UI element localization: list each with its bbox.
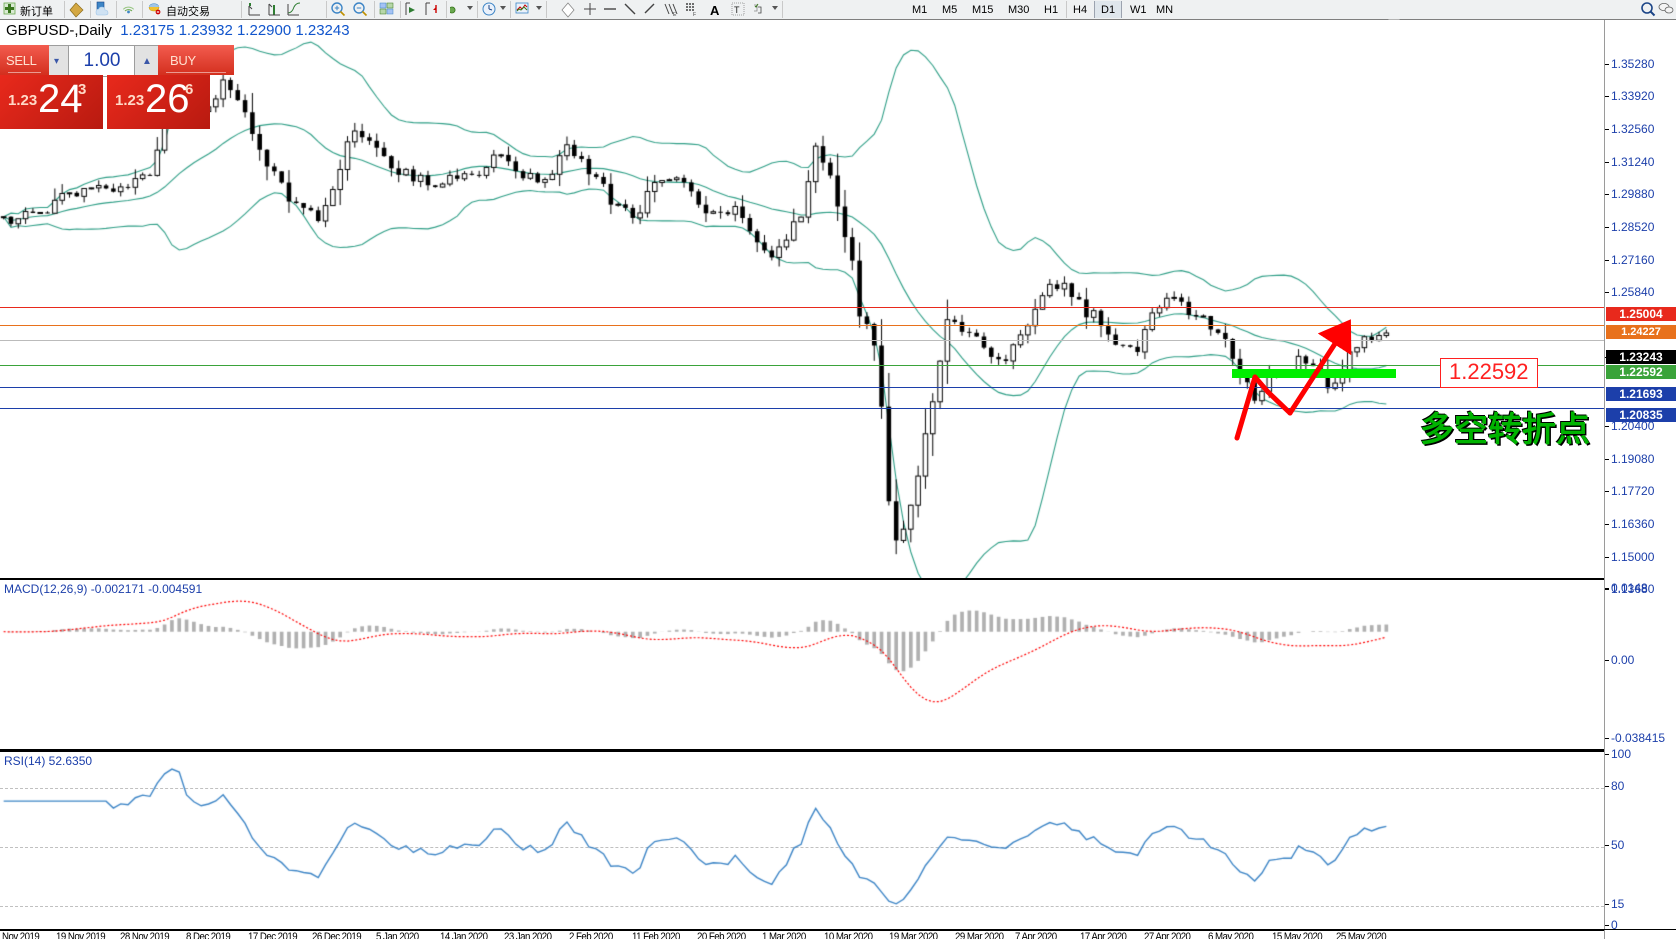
svg-text:F: F [693,12,696,18]
svg-text:T: T [734,5,740,15]
